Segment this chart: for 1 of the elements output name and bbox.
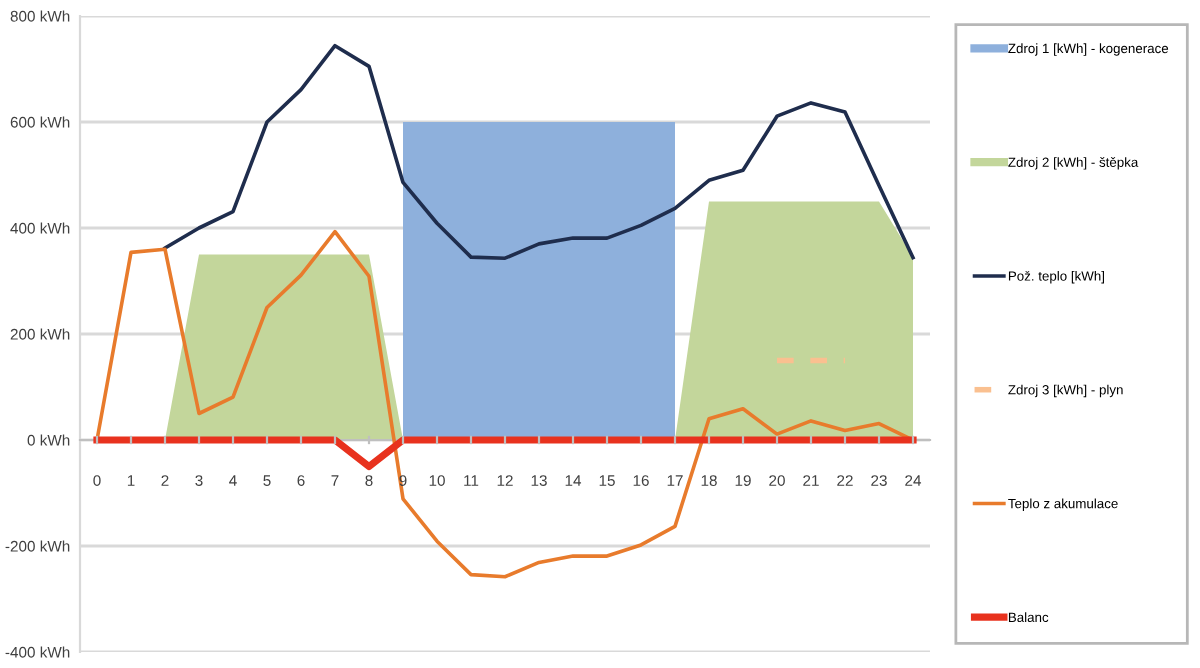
line-series xyxy=(163,43,915,261)
